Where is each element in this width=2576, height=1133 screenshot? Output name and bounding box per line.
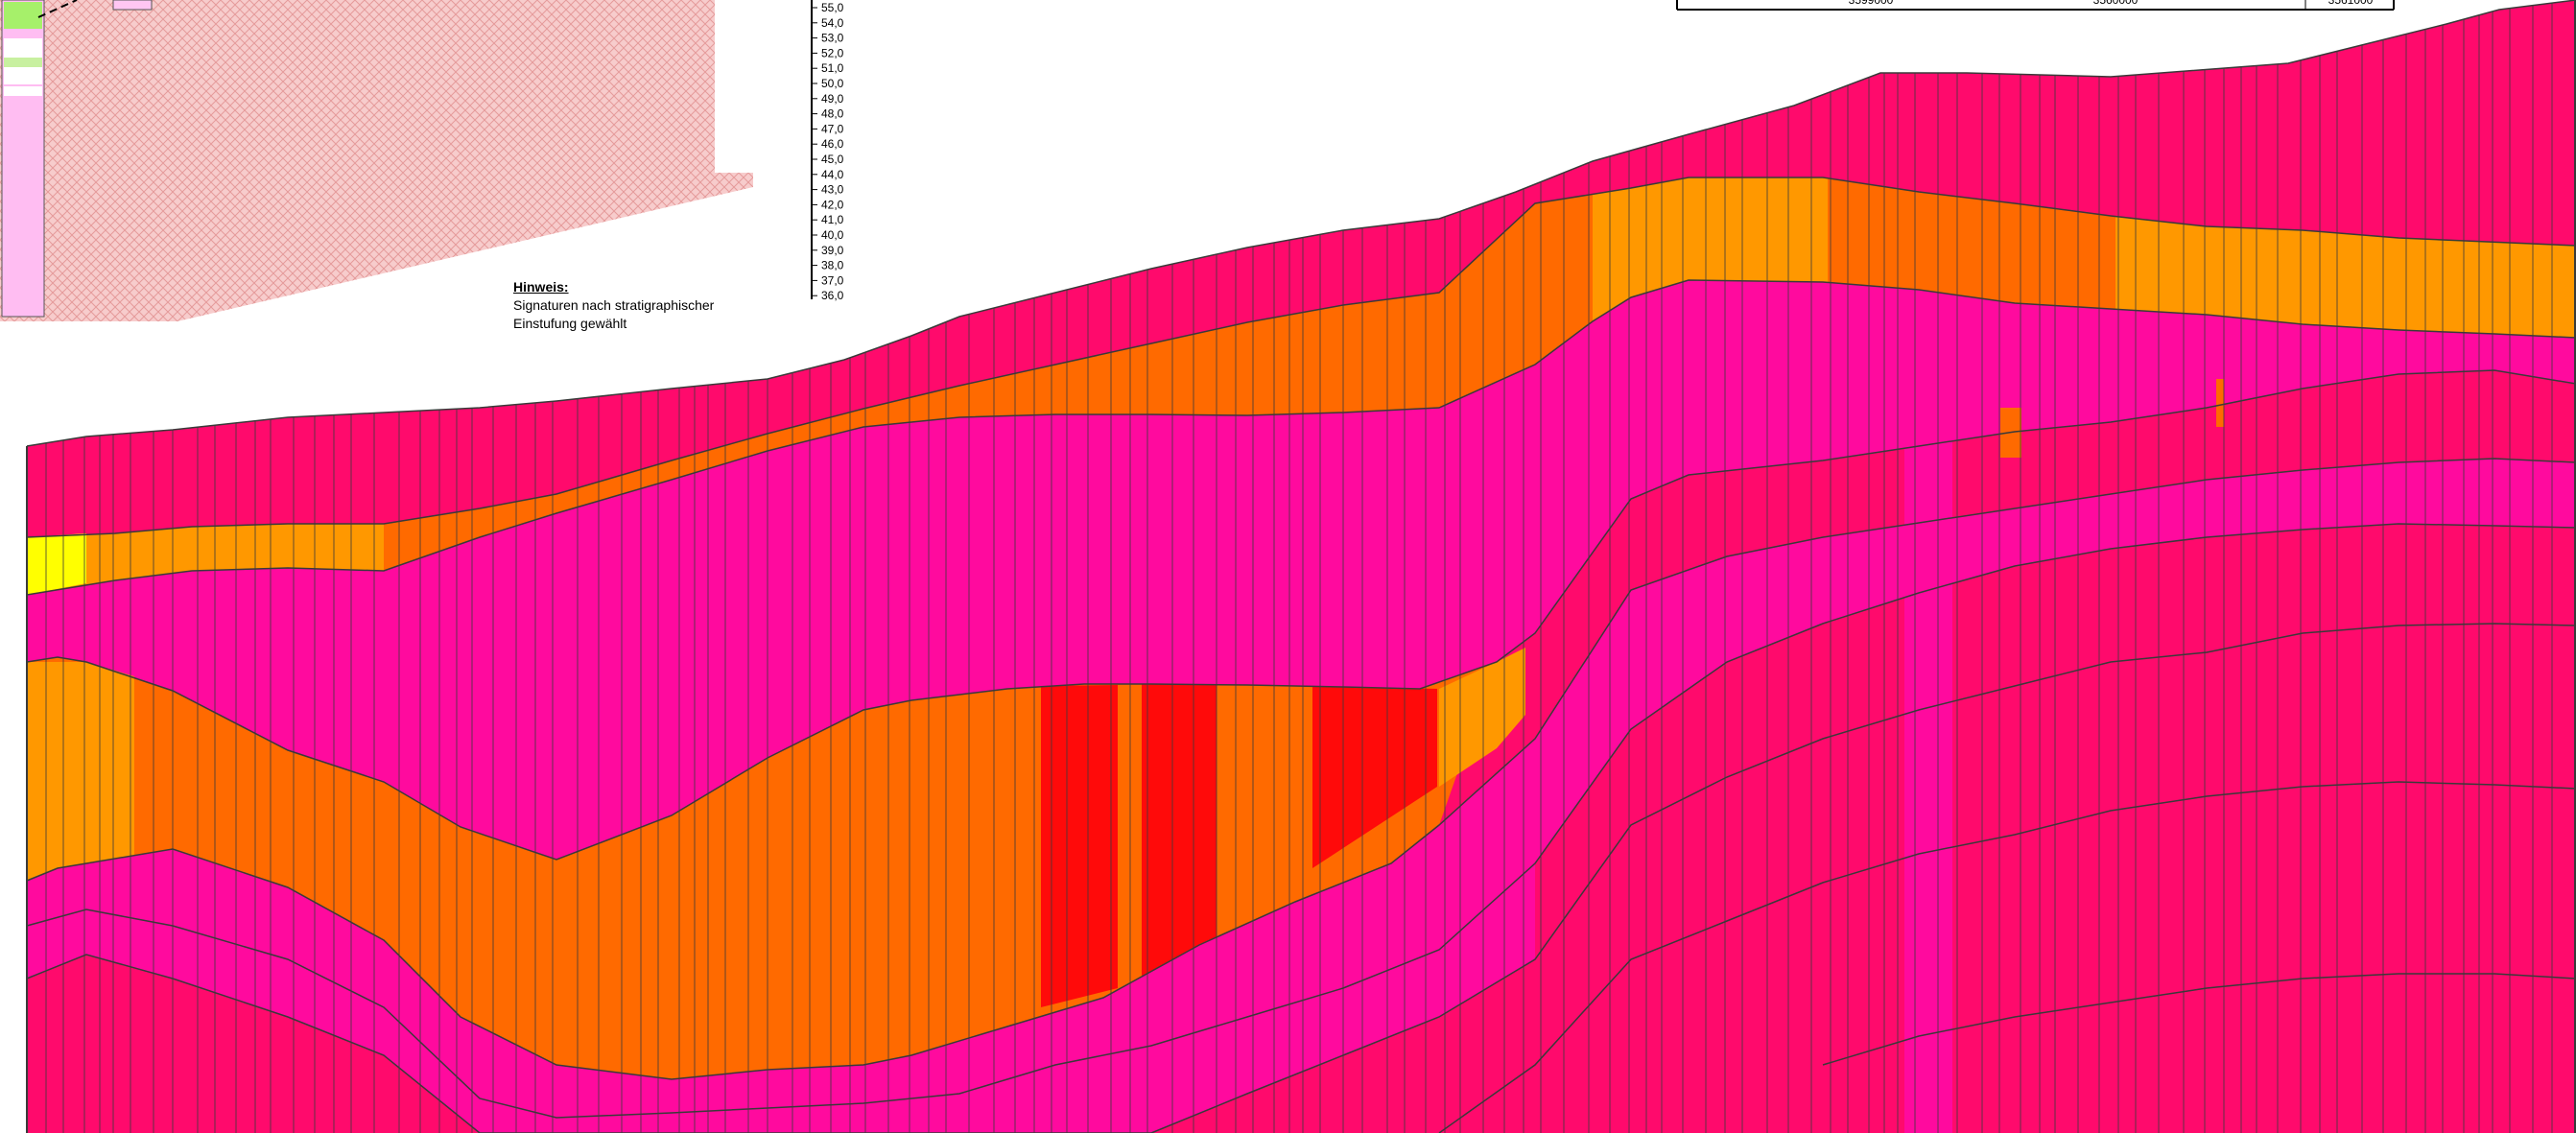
scale-tick-label: 46,0 [821,137,844,151]
scale-tick-label: 44,0 [821,168,844,181]
layer-boundary-line [26,279,2576,596]
layer-yellow-lens [27,533,86,595]
layer-boundary-line [26,623,2576,1133]
scale-tick-label: 49,0 [821,92,844,106]
layer-red-lens-2 [1142,684,1217,988]
layer-light-orange-lower [27,662,134,881]
scale-tick-label: 50,0 [821,77,844,90]
scale-tick-label: 37,0 [821,273,844,287]
coordinate-label-2: 3560000 [2093,0,2139,7]
layer-boundary-line [26,177,2576,538]
legend-white-box [715,0,753,173]
scale-tick-label: 43,0 [821,183,844,197]
layer-orange-band-middle [384,194,1593,571]
layer-boundary-line [1438,781,2576,1133]
layer-boundary-line [26,523,2576,1119]
scale-tick-label: 53,0 [821,32,844,45]
scale-tick-label: 55,0 [821,1,844,14]
note-title: Hinweis: [513,279,569,295]
borehole-green-segment [4,2,42,29]
legend-hatched-area [0,0,753,321]
layer-boundaries [26,0,2576,1133]
layer-boundary-line [26,369,2576,861]
scale-tick-label: 54,0 [821,16,844,30]
layer-boundary-line [1822,973,2576,1066]
scale-tick-label: 45,0 [821,153,844,166]
scale-tick-label: 41,0 [821,213,844,226]
layer-magenta-lower [27,459,2576,1118]
layer-pink-column [1904,432,1952,1133]
layer-magenta-upper [27,280,2576,860]
coordinate-label-1: 3599000 [1849,0,1894,7]
elevation-scale: 55,0 54,0 53,052,0 51,0 50,0 49,048,047,0 46,0… [811,0,844,302]
layer-boundary-line [26,458,2576,1080]
legend-small-swatch [112,0,153,11]
coordinate-frame: 3599000 3560000 3561000 [1676,0,2395,11]
scale-tick-label: 38,0 [821,259,844,272]
layer-orange-lower [27,657,1497,1079]
legend-inset [0,0,753,321]
coordinate-label-3: 3561000 [2328,0,2374,7]
layer-orange-band-right [1828,177,2115,310]
scale-tick-label: 51,0 [821,61,844,75]
borehole-lightgreen-segment [4,58,42,67]
scale-tick-label: 36,0 [821,289,844,302]
layer-boundary-line [26,0,2576,447]
borehole-white-segment-2 [4,86,42,96]
note-line-2: Einstufung gewählt [513,316,627,331]
note-block: Hinweis: Signaturen nach stratigraphisch… [513,278,714,333]
scale-tick-label: 52,0 [821,46,844,59]
scale-tick-label: 42,0 [821,198,844,211]
orange-lens-thin [2216,379,2224,427]
scale-tick-label: 47,0 [821,122,844,135]
layer-magenta-base [27,863,1535,1133]
scale-tick-label: 39,0 [821,244,844,257]
legend-dashed-line [37,0,78,18]
scale-tick-label: 40,0 [821,228,844,242]
borehole-verticals [26,3,2553,1133]
layer-red-lens-1 [1041,685,1118,1007]
note-line-1: Signaturen nach stratigraphischer [513,297,715,313]
scale-tick-label: 48,0 [821,107,844,121]
